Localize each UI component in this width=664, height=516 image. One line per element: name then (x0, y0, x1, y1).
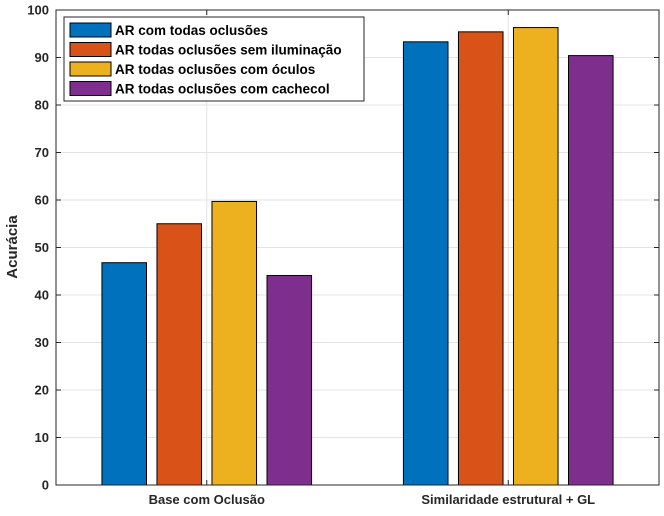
y-axis: 0 10 20 30 40 50 60 70 80 90 100 (27, 3, 659, 493)
y-tick-label: 100 (27, 3, 49, 18)
y-tick-label: 60 (35, 193, 49, 208)
y-tick-label: 50 (35, 240, 49, 255)
legend-swatch (69, 61, 112, 77)
legend-label: AR todas oclusões sem iluminação (115, 43, 342, 58)
legend-swatch (69, 42, 112, 57)
legend-label: AR todas oclusões com óculos (115, 62, 315, 77)
y-tick-label: 70 (35, 145, 49, 160)
legend-swatch (69, 81, 112, 96)
bar (211, 200, 258, 486)
y-tick-label: 20 (35, 383, 49, 398)
bar (402, 41, 449, 486)
legend-label: AR todas oclusões com cachecol (115, 82, 330, 97)
bar (101, 262, 147, 486)
legend-swatch (69, 22, 112, 38)
bar (266, 275, 313, 486)
bar (457, 31, 504, 486)
legend: AR com todas oclusões AR todas oclusões s… (63, 16, 365, 102)
y-tick-label: 0 (42, 478, 49, 493)
x-tick-label: Similaridade estrutural + GL (421, 492, 595, 507)
legend-box (63, 16, 365, 102)
x-axis: Base com Oclusão Similaridade estrutural … (149, 10, 595, 507)
y-tick-label: 40 (35, 288, 49, 303)
y-tick-label: 10 (35, 430, 49, 445)
y-axis-title: Acurácia (4, 215, 21, 279)
legend-label: AR com todas oclusões (115, 23, 268, 38)
bars (101, 27, 614, 486)
x-tick-label: Base com Oclusão (149, 492, 265, 507)
bar (512, 27, 559, 486)
y-tick-label: 80 (35, 98, 49, 113)
y-tick-label: 90 (35, 50, 49, 65)
y-tick-label: 30 (35, 335, 49, 350)
bar (156, 223, 203, 486)
bar (568, 55, 614, 486)
